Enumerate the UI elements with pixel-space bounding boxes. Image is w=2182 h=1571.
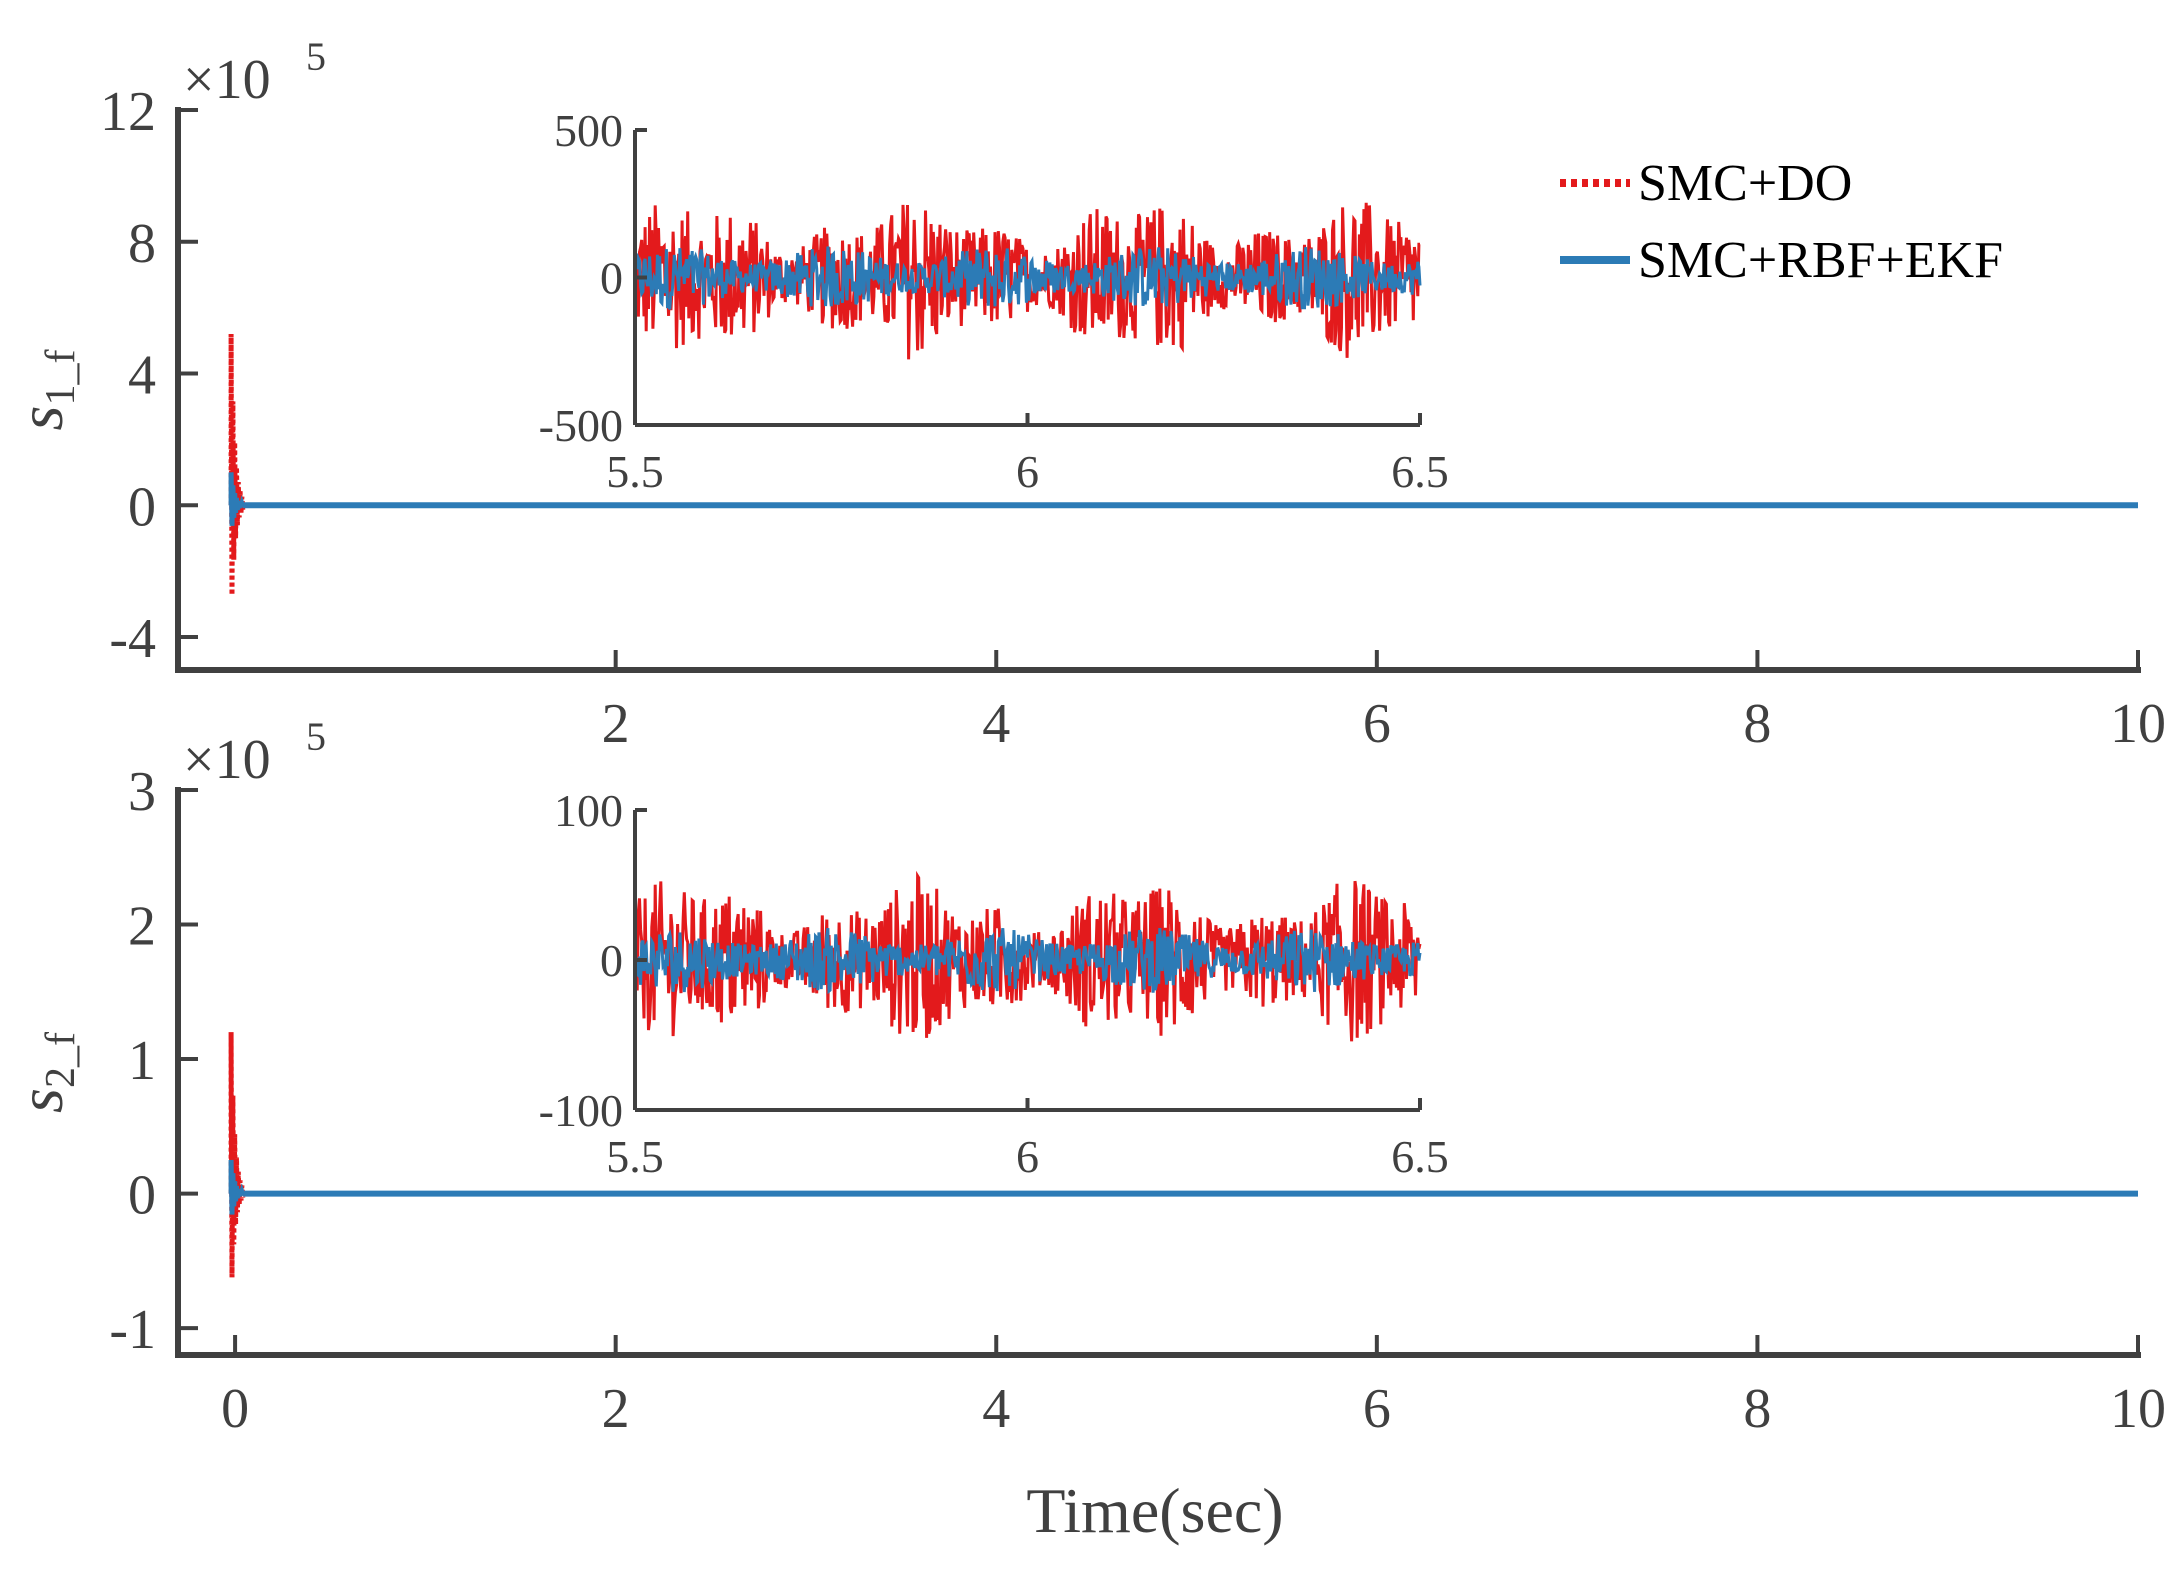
inset-y-tick-label: 0 xyxy=(600,253,623,304)
y-axis-label: s2_f xyxy=(5,1032,84,1113)
legend: SMC+DO SMC+RBF+EKF xyxy=(1560,155,2003,289)
y-tick-label: 0 xyxy=(128,1165,156,1227)
y-axis-label-subscript: 1_f xyxy=(38,350,84,406)
inset-x-tick-label: 6.5 xyxy=(1391,1131,1449,1182)
inset-series-smc-rbf-ekf xyxy=(633,246,1422,310)
inset-x-tick-label: 6 xyxy=(1016,1131,1039,1182)
x-tick-label: 8 xyxy=(1743,693,1771,755)
x-tick-label: 6 xyxy=(1363,1378,1391,1440)
exponent-label: ×10 xyxy=(183,729,271,791)
inset-y-tick-label: 100 xyxy=(554,785,623,836)
x-tick-label: 4 xyxy=(982,1378,1010,1440)
series-smc-rbf-ekf-spike xyxy=(228,472,246,526)
y-tick-label: 8 xyxy=(128,213,156,275)
y-tick-label: 0 xyxy=(128,476,156,538)
exponent-label: ×10 xyxy=(183,49,271,111)
y-tick-label: 3 xyxy=(128,761,156,823)
x-tick-label: 10 xyxy=(2110,1378,2166,1440)
x-tick-label: 6 xyxy=(1363,693,1391,755)
series-smc-rbf-ekf-spike xyxy=(228,1159,246,1215)
inset-x-tick-label: 5.5 xyxy=(606,446,664,497)
y-tick-label: 1 xyxy=(128,1030,156,1092)
series-smc-do-spike xyxy=(228,333,246,596)
y-axis-label: s1_f xyxy=(5,350,84,431)
inset-y-tick-label: -100 xyxy=(539,1085,623,1136)
inset-x-tick-label: 6.5 xyxy=(1391,446,1449,497)
x-tick-label: 0 xyxy=(221,1378,249,1440)
inset-y-tick-label: -500 xyxy=(539,400,623,451)
x-tick-label: 2 xyxy=(602,1378,630,1440)
y-tick-label: -4 xyxy=(109,608,156,670)
exponent-power: 5 xyxy=(306,714,326,759)
y-tick-label: 2 xyxy=(128,896,156,958)
x-tick-label: 2 xyxy=(602,693,630,755)
y-tick-label: -1 xyxy=(109,1299,156,1361)
exponent-power: 5 xyxy=(306,34,326,79)
x-tick-label: 4 xyxy=(982,693,1010,755)
inset-y-tick-label: 0 xyxy=(600,935,623,986)
series-smc-do-spike xyxy=(228,1032,246,1278)
inset-x-tick-label: 5.5 xyxy=(606,1131,664,1182)
y-tick-label: 12 xyxy=(100,81,156,143)
inset-series-smc-rbf-ekf xyxy=(633,927,1422,995)
x-tick-label: 8 xyxy=(1743,1378,1771,1440)
x-axis-label: Time(sec) xyxy=(1026,1475,1283,1546)
x-tick-label: 10 xyxy=(2110,693,2166,755)
inset-x-tick-label: 6 xyxy=(1016,446,1039,497)
legend-label-smc-do: SMC+DO xyxy=(1638,155,1852,212)
y-tick-label: 4 xyxy=(128,345,156,407)
legend-label-smc-rbf-ekf: SMC+RBF+EKF xyxy=(1638,232,2003,289)
inset-y-tick-label: 500 xyxy=(554,105,623,156)
y-axis-label-subscript: 2_f xyxy=(38,1032,84,1088)
